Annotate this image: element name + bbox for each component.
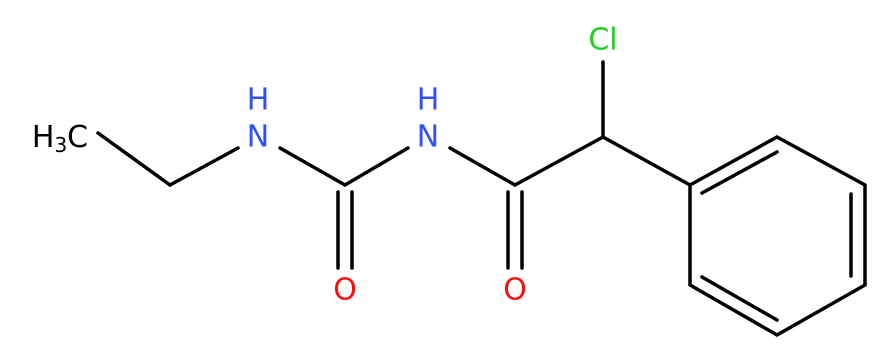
atom-label: O — [503, 273, 527, 308]
atom-tail: C — [67, 120, 88, 155]
bonds — [96, 60, 867, 338]
atom-hydrogen: H — [417, 83, 440, 118]
atom-symbol: H — [32, 120, 55, 155]
atom-hydrogen: H — [247, 83, 270, 118]
atom-label: Cl — [588, 23, 617, 58]
atom-count: 3 — [54, 133, 67, 157]
atom-label: N — [247, 120, 269, 155]
methyl-label: H3C — [32, 120, 88, 158]
atom-label: N — [417, 120, 439, 155]
atom-label: O — [333, 273, 357, 308]
